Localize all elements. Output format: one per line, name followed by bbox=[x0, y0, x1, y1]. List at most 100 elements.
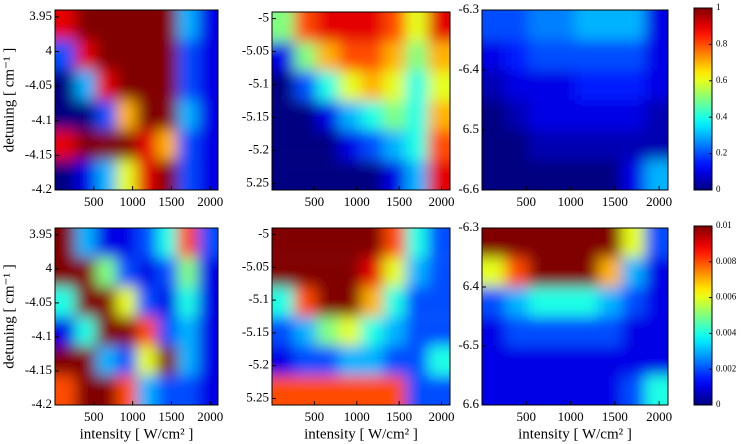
heatmap-cell bbox=[294, 345, 318, 376]
heatmap-cell bbox=[621, 100, 646, 131]
heatmap-cell bbox=[316, 316, 340, 347]
heatmap-cell bbox=[644, 375, 668, 405]
heatmap-cell bbox=[316, 375, 340, 405]
heatmap-cell bbox=[116, 10, 138, 41]
x-tick-label: 500 bbox=[84, 194, 104, 209]
x-tick-label: 1500 bbox=[602, 409, 628, 424]
heatmap-cell bbox=[598, 316, 623, 347]
y-tick-label: -4.2 bbox=[31, 181, 52, 196]
heatmap-cell bbox=[136, 316, 158, 347]
y-tick-label: -4.2 bbox=[31, 396, 52, 411]
heatmap-cell bbox=[505, 130, 530, 161]
heatmap-cell bbox=[116, 375, 138, 405]
heatmap-cell bbox=[116, 316, 138, 347]
heatmap-cell bbox=[644, 346, 668, 376]
heatmap-cell bbox=[197, 40, 218, 71]
heatmap-cell bbox=[427, 12, 450, 42]
heatmap-cells bbox=[482, 228, 668, 405]
heatmap-cell bbox=[272, 375, 295, 405]
panel-frame bbox=[481, 227, 669, 406]
heatmap bbox=[272, 228, 450, 405]
heatmap-cell bbox=[482, 70, 506, 101]
heatmap-cell bbox=[75, 130, 97, 161]
heatmap-cell bbox=[505, 316, 530, 347]
colorbar-tick-label: 0.002 bbox=[716, 363, 736, 373]
heatmap-cell bbox=[272, 228, 295, 258]
heatmap-cell bbox=[316, 160, 340, 190]
heatmap-cell bbox=[427, 286, 450, 317]
colorbar bbox=[693, 7, 713, 191]
heatmap-cell bbox=[360, 286, 384, 317]
heatmap-cell bbox=[136, 375, 158, 405]
x-tick-label: 500 bbox=[517, 194, 537, 209]
heatmap-cell bbox=[75, 286, 97, 317]
heatmap-cell bbox=[95, 316, 117, 347]
heatmap-cell bbox=[136, 286, 158, 317]
heatmap-cell bbox=[383, 345, 407, 376]
heatmap-cell bbox=[427, 228, 450, 258]
heatmap-cell bbox=[55, 69, 76, 101]
y-tick-label: -5 bbox=[258, 10, 269, 25]
heatmap-cell bbox=[316, 41, 340, 73]
heatmap-cell bbox=[505, 228, 530, 258]
heatmap-cell bbox=[644, 130, 668, 161]
y-tick-label: 3.95 bbox=[29, 8, 52, 23]
heatmap-cell bbox=[75, 10, 97, 41]
heatmap-cell bbox=[136, 100, 158, 131]
heatmap-cells bbox=[272, 228, 450, 405]
heatmap-cell bbox=[136, 257, 158, 288]
heatmap-cell bbox=[55, 286, 76, 317]
heatmap-cell bbox=[197, 257, 218, 288]
heatmap-cell bbox=[621, 257, 646, 288]
y-tick-label: -5.2 bbox=[248, 357, 269, 372]
heatmap-cell bbox=[75, 346, 97, 376]
heatmap-cell bbox=[156, 40, 178, 71]
heatmap-cell bbox=[482, 375, 506, 405]
heatmap-cell bbox=[156, 375, 178, 405]
x-tick-label: 2000 bbox=[197, 194, 223, 209]
heatmap-cell bbox=[574, 130, 599, 161]
heatmap-cell bbox=[528, 228, 553, 258]
heatmap-cell bbox=[427, 316, 450, 347]
heatmap-cell bbox=[598, 130, 623, 161]
heatmap-cell bbox=[427, 101, 450, 132]
heatmap-cell bbox=[156, 286, 178, 317]
heatmap-cell bbox=[551, 100, 576, 131]
heatmap-cell bbox=[272, 345, 295, 376]
y-tick-label: -5.15 bbox=[242, 324, 269, 339]
heatmap-cell bbox=[598, 257, 623, 288]
heatmap-cell bbox=[427, 375, 450, 405]
heatmap-cell bbox=[156, 69, 178, 101]
heatmap-cell bbox=[197, 286, 218, 317]
heatmap-cell bbox=[55, 316, 76, 347]
heatmap-cell bbox=[574, 228, 599, 258]
heatmap-cell bbox=[338, 375, 362, 405]
heatmap-cell bbox=[574, 316, 599, 347]
heatmap-cell bbox=[427, 71, 450, 102]
x-tick-label: 1000 bbox=[120, 194, 146, 209]
heatmap-cell bbox=[294, 160, 318, 190]
y-tick-label: -4.15 bbox=[25, 362, 52, 377]
x-axis-label: intensity [ W/cm² ] bbox=[518, 426, 632, 442]
heatmap-cell bbox=[338, 160, 362, 190]
x-tick-label: 1500 bbox=[386, 194, 412, 209]
heatmap-cell bbox=[574, 40, 599, 71]
y-tick-label: -5.05 bbox=[242, 43, 269, 58]
heatmap-cell bbox=[177, 159, 199, 190]
heatmap-cell bbox=[338, 316, 362, 347]
heatmap-cell bbox=[197, 69, 218, 101]
heatmap-cell bbox=[75, 316, 97, 347]
heatmap-cell bbox=[95, 375, 117, 405]
heatmap-cell bbox=[95, 159, 117, 190]
heatmap-cell bbox=[360, 41, 384, 73]
panel-frame bbox=[271, 227, 451, 406]
colorbar-tick-label: 1 bbox=[716, 2, 721, 12]
heatmap-cell bbox=[383, 12, 407, 42]
y-tick-label: -5.1 bbox=[248, 291, 269, 306]
heatmap-cell bbox=[116, 286, 138, 317]
heatmap-cell bbox=[528, 287, 553, 317]
heatmap-cell bbox=[551, 130, 576, 161]
heatmap-cell bbox=[528, 346, 553, 376]
heatmap-cell bbox=[405, 160, 429, 190]
heatmap-cell bbox=[644, 40, 668, 71]
